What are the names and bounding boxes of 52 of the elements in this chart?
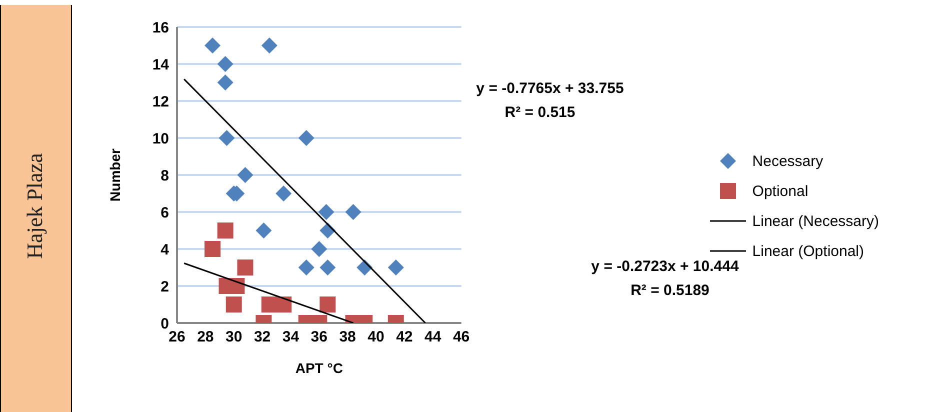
y-tick-label: 2: [160, 278, 169, 296]
point: [226, 296, 242, 312]
point: [298, 260, 314, 276]
y-tick-label: 6: [160, 204, 169, 222]
x-tick-label: 32: [254, 328, 271, 346]
y-tick-label: 14: [152, 56, 170, 74]
legend-label: Necessary: [752, 152, 824, 170]
point: [276, 296, 292, 312]
x-tick-label: 26: [168, 328, 186, 346]
y-tick-label: 0: [160, 315, 169, 332]
x-axis-title: APT °C: [295, 360, 343, 376]
text: Hajek Plaza: [22, 153, 48, 259]
point: [237, 167, 254, 183]
point: [218, 130, 235, 146]
x-tick-label: 38: [339, 328, 356, 346]
point: [256, 222, 272, 238]
point: [388, 260, 404, 276]
x-tick-label: 42: [396, 328, 413, 346]
x-tick-label: 30: [226, 328, 242, 346]
point: [345, 204, 362, 220]
legend-label: Linear (Necessary): [752, 212, 879, 230]
x-tick-label: 28: [197, 328, 214, 346]
legend-label: Optional: [752, 182, 808, 200]
point: [276, 186, 292, 202]
x-tick-label: 34: [282, 328, 300, 346]
y-tick-label: 4: [160, 241, 170, 258]
point: [318, 204, 334, 220]
x-tick-label: 46: [452, 328, 470, 346]
y-tick-label: 12: [152, 93, 169, 110]
text: R² = 0.5189: [630, 282, 710, 299]
point: [217, 56, 234, 72]
text: y = -0.7765x + 33.755: [476, 80, 624, 97]
point: [237, 260, 254, 276]
point: [217, 222, 234, 238]
point: [298, 130, 314, 146]
x-tick-label: 44: [424, 328, 442, 346]
y-tick-label: 10: [152, 130, 169, 148]
point: [320, 260, 336, 276]
y-tick-label: 16: [152, 19, 169, 36]
text: y = -0.2723x + 10.444: [591, 258, 739, 275]
x-tick-label: 40: [368, 328, 384, 346]
y-axis-title: Number: [106, 148, 123, 202]
point: [204, 38, 221, 54]
legend-label: Linear (Optional): [752, 242, 864, 260]
x-tick-label: 36: [310, 328, 328, 346]
y-tick-label: 8: [160, 167, 169, 184]
point: [320, 296, 336, 312]
point: [311, 241, 328, 257]
point: [204, 241, 221, 257]
point: [217, 74, 234, 90]
text: R² = 0.515: [504, 104, 576, 121]
point: [261, 38, 278, 54]
